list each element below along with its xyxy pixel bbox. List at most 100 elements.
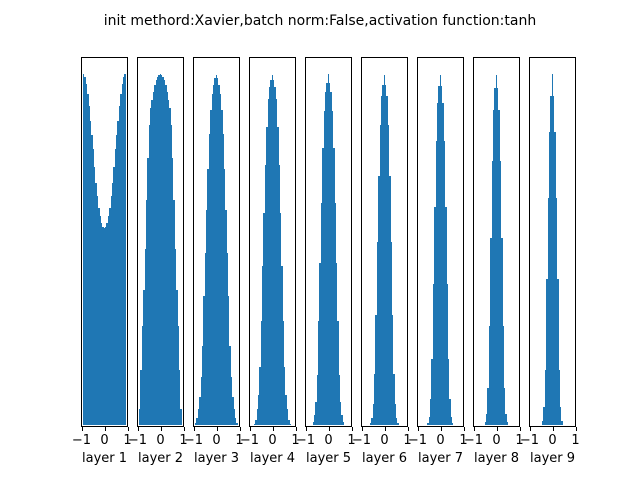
x-tick-label: −1: [127, 433, 148, 448]
histogram-bar: [236, 422, 238, 425]
histogram-bar: [102, 226, 104, 425]
histogram-bar: [393, 373, 395, 425]
histogram-bar: [210, 109, 212, 425]
histogram-bars: [419, 59, 462, 425]
layer-label: layer 1: [81, 451, 128, 466]
histogram-bar: [427, 422, 429, 425]
histogram-bar: [449, 399, 451, 425]
histogram-bar: [278, 165, 280, 425]
histogram-bars: [531, 59, 574, 425]
x-tick-label: 0: [380, 433, 389, 448]
histogram-bar: [334, 202, 336, 425]
histogram-bar: [195, 422, 197, 425]
histogram-bar: [441, 86, 443, 425]
histogram-bar: [559, 406, 562, 425]
histogram-bar: [147, 157, 149, 425]
histogram-bar: [382, 84, 384, 425]
histogram-bar: [497, 88, 499, 425]
histogram-bar: [390, 242, 392, 425]
histogram-bar: [488, 326, 491, 425]
histogram-bar: [385, 84, 387, 425]
x-tick-label: 1: [123, 433, 132, 448]
axes-frame: [305, 57, 352, 427]
histogram-bar: [371, 417, 373, 425]
histogram-bar: [211, 93, 213, 425]
x-tick: [305, 427, 307, 431]
histogram-bar: [499, 161, 502, 425]
axes-frame: [473, 57, 520, 427]
histogram-bar: [494, 88, 496, 425]
histogram-bar: [284, 367, 286, 425]
histogram-bar: [204, 252, 206, 425]
histogram-bar: [226, 252, 228, 425]
histogram-bars: [363, 59, 406, 425]
histogram-bar: [557, 278, 559, 425]
histogram-bar: [95, 182, 97, 425]
histogram-bar: [234, 418, 237, 425]
histogram-bar: [85, 83, 88, 425]
histogram-bar: [558, 370, 560, 425]
x-tick-label: 0: [268, 433, 277, 448]
histogram-bar: [148, 124, 150, 425]
histogram-bar: [177, 326, 179, 425]
histogram-bar: [228, 296, 230, 425]
histogram-bar: [316, 374, 318, 425]
x-tick: [272, 427, 274, 431]
x-tick-label: −1: [519, 433, 540, 448]
histogram-bar: [98, 207, 100, 425]
histogram-bar: [446, 284, 448, 425]
axes-frame: [361, 57, 408, 427]
x-tick: [160, 427, 162, 431]
histogram-bar: [273, 79, 275, 425]
histogram-bar: [111, 182, 114, 425]
histogram-bar: [431, 359, 433, 425]
subplot-layer-2: −1 0 1 layer 2: [128, 57, 188, 466]
histogram-bar: [99, 216, 101, 425]
x-tick-label: −1: [463, 433, 484, 448]
histogram-bar: [229, 346, 231, 425]
histogram-bar: [222, 134, 224, 425]
histogram-bar: [340, 402, 342, 425]
histogram-bar: [100, 222, 103, 425]
histogram-bar: [91, 135, 93, 425]
histogram-bar: [318, 321, 320, 425]
axes-frame: [417, 57, 464, 427]
histogram-bar: [492, 110, 495, 425]
x-tick: [384, 427, 386, 431]
histogram-bar: [89, 120, 92, 425]
subplot-layer-5: −1 0 1 layer 5: [296, 57, 356, 466]
axes-frame: [137, 57, 184, 427]
histogram-bar: [84, 76, 86, 425]
histogram-bar: [331, 110, 334, 425]
histogram-bar: [396, 417, 398, 425]
histogram-bar: [313, 415, 316, 425]
histogram-bar: [114, 148, 116, 425]
histogram-bar: [554, 132, 556, 425]
subplot-layer-3: −1 0 1 layer 3: [184, 57, 244, 466]
histogram-bar: [88, 105, 90, 425]
histogram-bar: [498, 110, 500, 425]
x-tick: [361, 427, 363, 431]
histogram-bar: [443, 141, 446, 425]
histogram-bar: [555, 198, 558, 425]
histogram-bar: [435, 141, 437, 425]
histogram-bar: [561, 421, 563, 425]
x-tick: [127, 427, 129, 431]
histogram-bar: [288, 419, 290, 425]
histogram-bar: [214, 78, 216, 425]
histogram-bar: [501, 238, 503, 425]
histogram-bar: [484, 422, 486, 425]
histogram-bar: [430, 399, 432, 425]
histogram-bar: [502, 326, 504, 425]
histogram-bar: [506, 422, 508, 425]
histogram-bar: [335, 262, 338, 425]
x-tick-label: 1: [291, 433, 300, 448]
layer-label: layer 8: [473, 451, 520, 466]
histogram-bar: [223, 168, 226, 425]
x-tick-label: 1: [179, 433, 188, 448]
histogram-bar: [338, 374, 340, 425]
histogram-bar: [322, 147, 324, 425]
x-tick: [351, 427, 353, 431]
histogram-bar: [257, 395, 260, 425]
